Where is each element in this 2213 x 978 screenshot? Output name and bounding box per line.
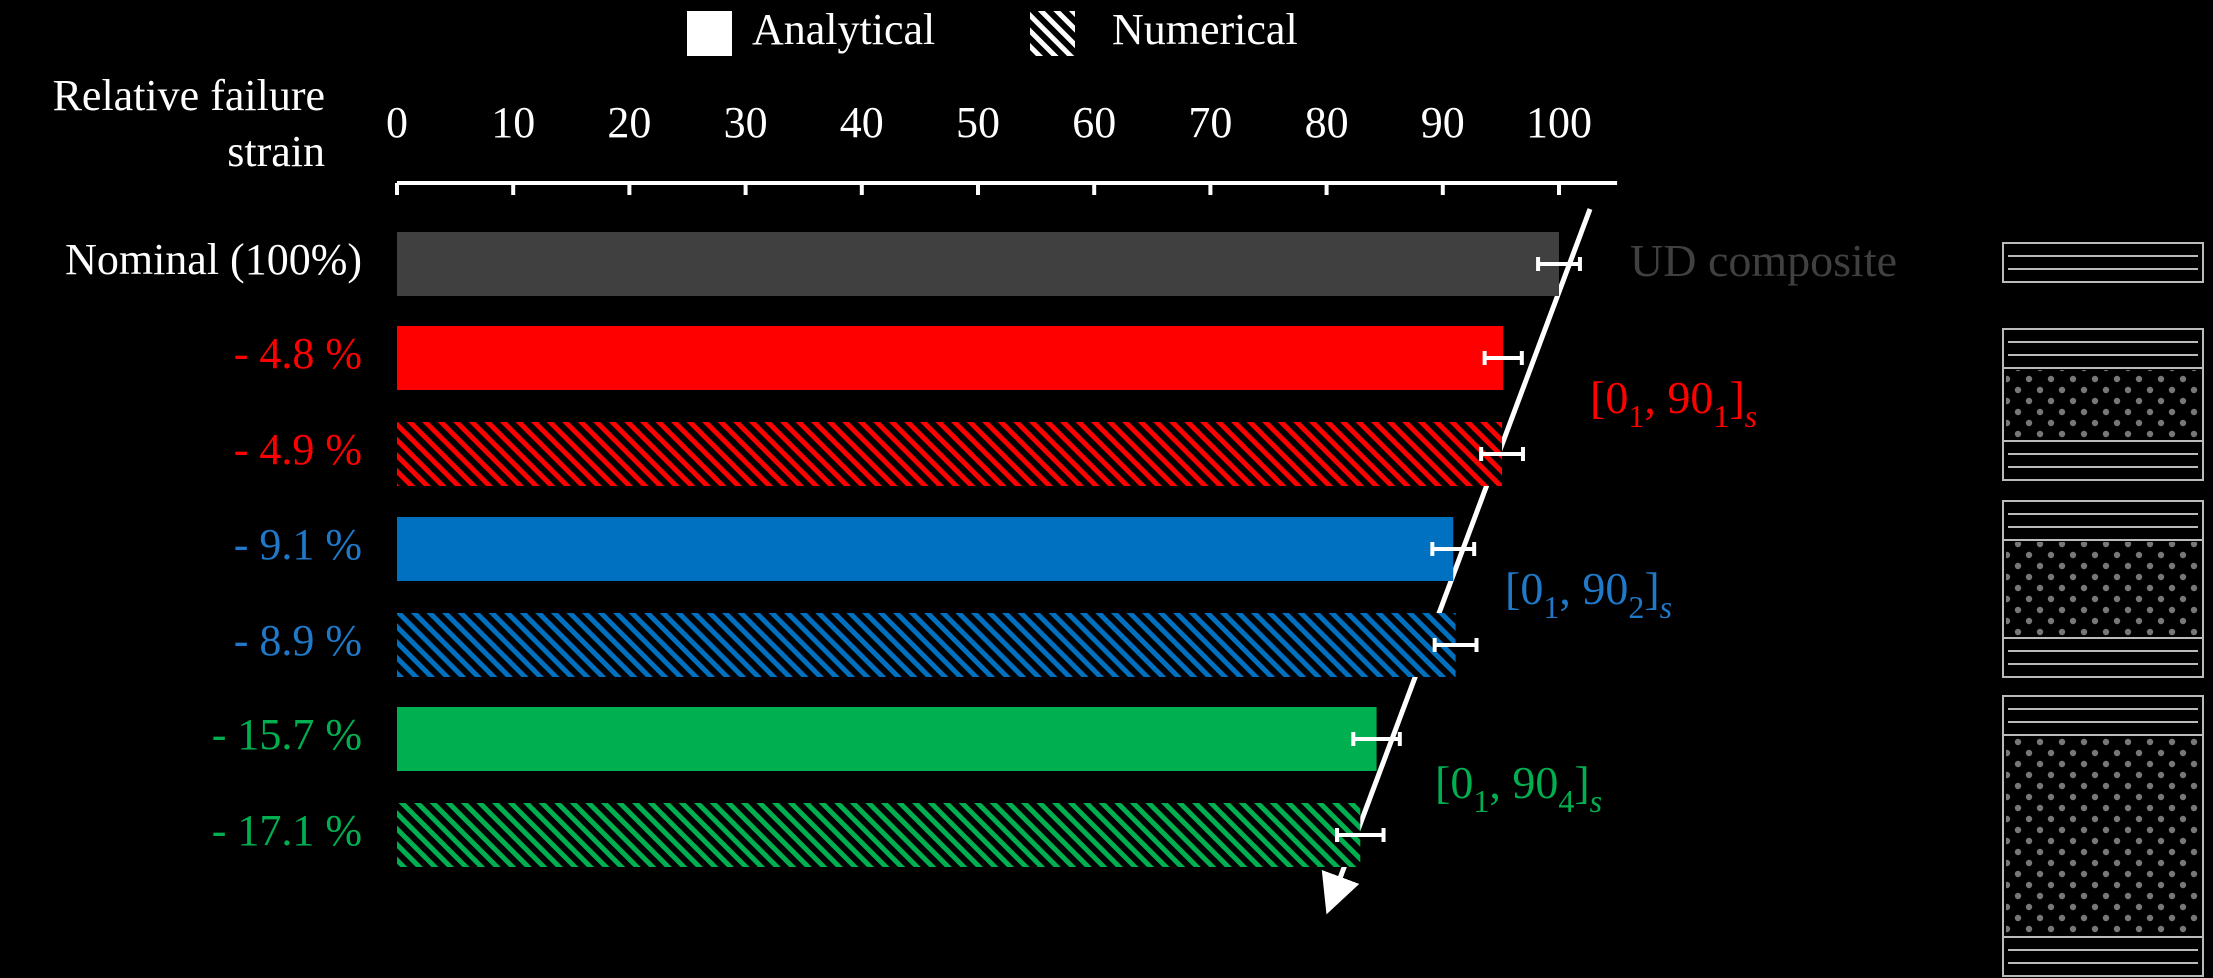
- x-tick-label: 10: [491, 98, 535, 147]
- x-tick-label: 80: [1305, 98, 1349, 147]
- annotation-part: ]: [1574, 757, 1589, 808]
- y-tick-label: - 4.9 %: [234, 425, 362, 474]
- y-tick-label: Nominal (100%): [65, 235, 362, 284]
- annotation-part: [0: [1505, 563, 1543, 614]
- y-tick-label: - 9.1 %: [234, 520, 362, 569]
- annotation-part: 1: [1713, 398, 1729, 434]
- error-bar: [1536, 257, 1582, 271]
- y-tick-label: - 15.7 %: [212, 710, 362, 759]
- axis-title: Relative failure: [53, 71, 325, 120]
- annotation-part: s: [1590, 783, 1602, 819]
- error-bar: [1479, 447, 1525, 461]
- bar: [397, 803, 1361, 867]
- annotation: [01, 902]s: [1505, 563, 1672, 626]
- error-bar: [1351, 732, 1402, 746]
- legend-label: Numerical: [1112, 5, 1298, 54]
- annotation-part: 1: [1628, 398, 1644, 434]
- annotation-part: UD composite: [1630, 235, 1897, 286]
- bar: [397, 232, 1559, 296]
- legend-swatch: [687, 11, 732, 56]
- trend-arrow: [1321, 208, 1593, 915]
- x-tick-label: 60: [1072, 98, 1116, 147]
- laminate-schematics: [2002, 242, 2204, 977]
- bar: [397, 613, 1456, 677]
- error-bar: [1432, 638, 1479, 652]
- annotation-part: s: [1745, 398, 1757, 434]
- annotation-part: s: [1660, 589, 1672, 625]
- annotation-part: [0: [1590, 372, 1628, 423]
- x-tick-label: 90: [1421, 98, 1465, 147]
- axis-title: strain: [227, 127, 325, 176]
- annotation-part: 1: [1543, 589, 1559, 625]
- error-bar: [1335, 828, 1386, 842]
- annotation-part: , 90: [1559, 563, 1628, 614]
- x-tick-label: 100: [1526, 98, 1592, 147]
- x-tick-label: 0: [386, 98, 408, 147]
- annotation-part: , 90: [1644, 372, 1713, 423]
- y-tick-label: - 8.9 %: [234, 616, 362, 665]
- annotation: [01, 901]s: [1590, 372, 1757, 435]
- x-tick-label: 70: [1188, 98, 1232, 147]
- annotation-part: 2: [1628, 589, 1644, 625]
- annotation-part: ]: [1729, 372, 1744, 423]
- x-tick-label: 30: [724, 98, 768, 147]
- error-bar: [1482, 351, 1524, 365]
- annotation-part: ]: [1644, 563, 1659, 614]
- annotation-part: [0: [1435, 757, 1473, 808]
- y-tick-label: - 17.1 %: [212, 806, 362, 855]
- annotation: [01, 904]s: [1435, 757, 1602, 820]
- bar: [397, 707, 1377, 771]
- annotation-part: , 90: [1489, 757, 1558, 808]
- bar: [397, 326, 1504, 390]
- bar: [397, 422, 1503, 486]
- bar: [397, 517, 1454, 581]
- x-tick-label: 40: [840, 98, 884, 147]
- legend-swatch: [1030, 11, 1075, 56]
- annotation: UD composite: [1630, 235, 1897, 286]
- annotation-part: 1: [1473, 783, 1489, 819]
- annotation-part: 4: [1558, 783, 1574, 819]
- x-tick-label: 50: [956, 98, 1000, 147]
- x-tick-label: 20: [607, 98, 651, 147]
- y-tick-label: - 4.8 %: [234, 329, 362, 378]
- error-bar: [1430, 542, 1477, 556]
- legend-label: Analytical: [752, 5, 935, 54]
